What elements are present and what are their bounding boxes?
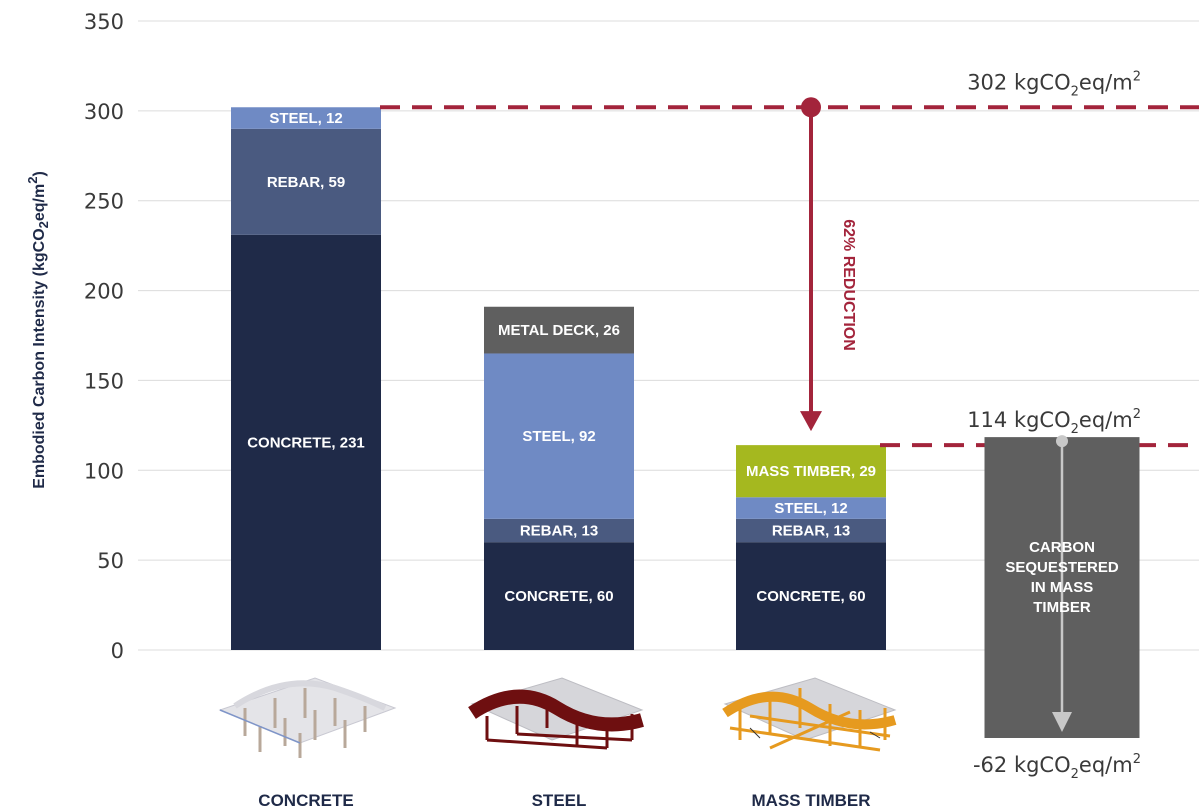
y-axis-label: Embodied Carbon Intensity (kgCO2eq/m2)	[25, 171, 51, 489]
sequestration-arrow-head	[1052, 712, 1072, 732]
segment-label: CONCRETE, 60	[756, 588, 865, 605]
label-part: 2	[1133, 407, 1141, 422]
label-part: eq/m	[1079, 753, 1133, 777]
reference-line-label: 302 kgCO2eq/m2	[967, 69, 1141, 99]
segment-label: MASS TIMBER, 29	[746, 463, 876, 480]
sequestration-label-line: SEQUESTERED	[1005, 559, 1119, 576]
segment-label: REBAR, 59	[267, 174, 345, 191]
y-tick-label: 100	[84, 459, 124, 483]
segment-label: STEEL, 12	[774, 500, 847, 517]
segment-label: CONCRETE, 231	[247, 434, 365, 451]
y-tick-label: 150	[84, 369, 124, 393]
bar-segment	[231, 234, 381, 651]
label-part: 2	[1133, 752, 1141, 767]
segment-label: METAL DECK, 26	[498, 322, 620, 339]
label-part: eq/m	[1079, 70, 1133, 94]
sequestration-label-line: IN MASS	[1031, 579, 1094, 596]
label-part: 2	[1071, 422, 1079, 437]
bar-segment	[231, 107, 381, 129]
y-tick-label: 200	[84, 280, 124, 304]
category-label: MASS TIMBER	[752, 791, 871, 810]
reference-line-label: 114 kgCO2eq/m2	[967, 407, 1141, 437]
reduction-label: 62% REDUCTION	[840, 219, 857, 351]
mass-timber-building-icon	[722, 677, 897, 752]
segment-label: REBAR, 13	[520, 522, 598, 539]
segment-label: CONCRETE, 60	[504, 588, 613, 605]
category-label: STEEL	[532, 791, 587, 810]
bar-stack-steel: CONCRETE, 60 REBAR, 13 STEEL, 92 METAL DECK…	[484, 306, 634, 650]
bar-segment	[736, 497, 886, 519]
label-part: eq/m	[1079, 408, 1133, 432]
y-tick-label: 300	[84, 100, 124, 124]
y-tick-label: 250	[84, 190, 124, 214]
sequestration-end-label: -62 kgCO2eq/m2	[973, 752, 1141, 782]
y-tick-label: 350	[84, 10, 124, 34]
bar-segment	[484, 542, 634, 650]
y-tick-labels: 0 50 100 150 200 250 300 350	[84, 10, 124, 663]
label-part: 114 kgCO	[967, 408, 1070, 432]
bar-stack-mass-timber: CONCRETE, 60 REBAR, 13 STEEL, 12 MASS TIMBE…	[736, 445, 886, 650]
label-part: -62 kgCO	[973, 753, 1071, 777]
sequestration-label: CARBON SEQUESTERED IN MASS TIMBER	[1005, 539, 1119, 616]
label-part: 302 kgCO	[967, 70, 1070, 94]
y-tick-label: 50	[97, 549, 124, 573]
reduction-arrow-head	[800, 411, 822, 432]
sequestration-label-line: TIMBER	[1033, 599, 1091, 616]
y-tick-label: 0	[111, 639, 124, 663]
segment-label: STEEL, 92	[522, 428, 595, 445]
bar-segment	[736, 445, 886, 498]
category-label: CONCRETE	[258, 791, 353, 810]
bar-segment	[231, 128, 381, 235]
segment-label: REBAR, 13	[772, 522, 850, 539]
sequestration-label-line: CARBON	[1029, 539, 1095, 556]
bar-stack-concrete: CONCRETE, 231 REBAR, 59 STEEL, 12	[231, 107, 381, 651]
bar-segment	[484, 353, 634, 519]
sequestration-group: CARBON SEQUESTERED IN MASS TIMBER	[984, 435, 1140, 738]
label-part: 2	[1133, 69, 1141, 84]
label-part: 2	[1071, 84, 1079, 99]
bar-segment	[484, 306, 634, 354]
sequestration-arrow-start	[1056, 435, 1068, 448]
steel-building-icon	[468, 677, 644, 750]
label-part: 2	[1071, 767, 1079, 782]
bar-segment	[484, 518, 634, 543]
bar-segment	[736, 542, 886, 650]
segment-label: STEEL, 12	[269, 110, 342, 127]
category-labels: CONCRETE STEEL MASS TIMBER	[258, 791, 870, 810]
reduction-arrow-start	[801, 97, 821, 118]
concrete-building-icon	[218, 677, 397, 758]
bar-segment	[736, 518, 886, 543]
